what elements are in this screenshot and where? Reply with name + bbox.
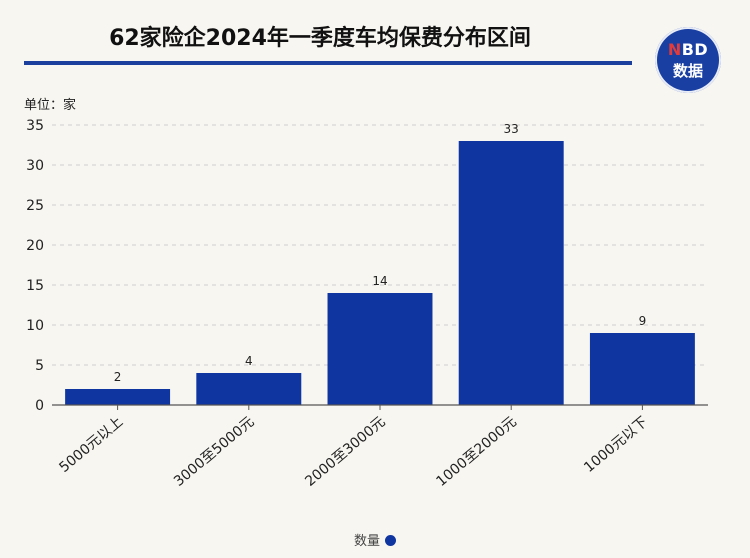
logo-text-data: 数据 — [672, 62, 703, 80]
nbd-data-logo: NBD 数据 — [655, 27, 721, 93]
y-tick-label: 0 — [35, 398, 44, 414]
bar[interactable] — [196, 373, 302, 405]
y-tick-label: 35 — [26, 118, 44, 134]
x-tick-label: 1000元以下 — [581, 414, 651, 476]
unit-label: 单位：家 — [24, 98, 77, 113]
bar[interactable] — [65, 389, 171, 405]
bar[interactable] — [458, 141, 564, 405]
bar-value-label: 4 — [245, 354, 253, 368]
y-tick-label: 5 — [35, 358, 44, 374]
title-underline — [24, 61, 632, 65]
y-tick-label: 15 — [26, 278, 44, 294]
bar[interactable] — [327, 293, 433, 405]
data-labels: 2 4 14 33 9 — [114, 122, 646, 384]
y-tick-label: 20 — [26, 238, 44, 254]
y-tick-label: 25 — [26, 198, 44, 214]
bar[interactable] — [589, 333, 695, 405]
x-tick-label: 1000至2000元 — [433, 414, 519, 490]
y-axis: 0 5 10 15 20 25 30 35 — [26, 118, 44, 414]
x-tick-label: 5000元以上 — [56, 414, 126, 476]
y-tick-label: 10 — [26, 318, 44, 334]
y-tick-label: 30 — [26, 158, 44, 174]
x-axis: 5000元以上 3000至5000元 2000至3000元 1000至2000元 100… — [52, 404, 708, 490]
bar-value-label: 14 — [372, 274, 387, 288]
bar-value-label: 2 — [114, 370, 122, 384]
bar-value-label: 9 — [639, 314, 647, 328]
page-title: 62家险企2024年一季度车均保费分布区间 — [109, 26, 531, 51]
x-tick-label: 3000至5000元 — [171, 414, 257, 490]
legend-marker-icon — [385, 535, 396, 546]
x-tick-label: 2000至3000元 — [302, 414, 388, 490]
bar-value-label: 33 — [504, 122, 519, 136]
bar-series — [65, 141, 695, 405]
legend[interactable]: 数量 — [0, 530, 750, 549]
legend-label: 数量 — [353, 534, 380, 549]
logo-text-nbd: NBD — [667, 40, 709, 59]
